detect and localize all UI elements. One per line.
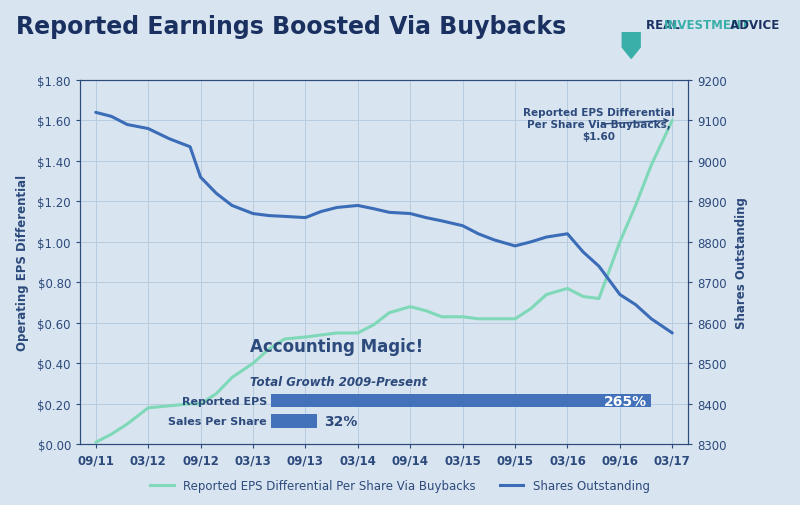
Text: Sales Per Share: Sales Per Share xyxy=(169,416,267,426)
Text: ADVICE: ADVICE xyxy=(726,19,780,32)
Legend: Reported EPS Differential Per Share Via Buybacks, Shares Outstanding: Reported EPS Differential Per Share Via … xyxy=(146,474,654,496)
Text: Total Growth 2009-Present: Total Growth 2009-Present xyxy=(250,376,427,389)
Y-axis label: Shares Outstanding: Shares Outstanding xyxy=(735,197,748,328)
Text: Reported EPS Differential
Per Share Via Buybacks,
$1.60: Reported EPS Differential Per Share Via … xyxy=(523,108,674,141)
Text: Reported EPS: Reported EPS xyxy=(182,396,267,406)
Text: REAL: REAL xyxy=(646,19,684,32)
Y-axis label: Operating EPS Differential: Operating EPS Differential xyxy=(16,175,29,350)
Bar xyxy=(271,394,651,408)
Polygon shape xyxy=(622,33,640,59)
Text: 265%: 265% xyxy=(604,394,647,408)
Text: INVESTMENT: INVESTMENT xyxy=(664,19,750,32)
Text: 32%: 32% xyxy=(324,414,357,428)
Bar xyxy=(271,415,318,428)
Text: Accounting Magic!: Accounting Magic! xyxy=(250,337,423,356)
Text: Reported Earnings Boosted Via Buybacks: Reported Earnings Boosted Via Buybacks xyxy=(16,15,566,39)
